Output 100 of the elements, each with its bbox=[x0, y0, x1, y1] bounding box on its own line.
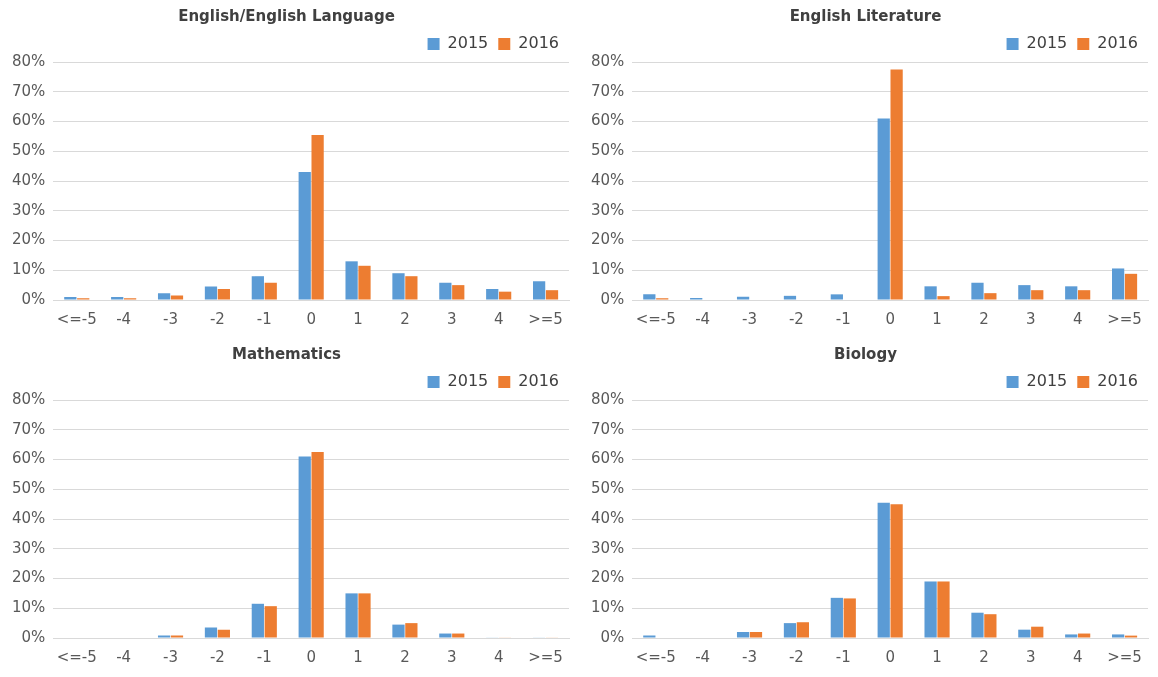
bar bbox=[204, 286, 218, 300]
x-tick-label: -1 bbox=[835, 647, 851, 666]
bar bbox=[890, 504, 903, 638]
bar bbox=[783, 295, 797, 300]
bar bbox=[796, 622, 809, 638]
y-tick-label: 40% bbox=[591, 170, 625, 189]
x-tick-label: 0 bbox=[885, 309, 895, 328]
bar bbox=[971, 282, 984, 300]
bar bbox=[204, 627, 218, 638]
y-tick-label: 60% bbox=[591, 111, 625, 130]
bar bbox=[1031, 290, 1044, 300]
x-tick-label: -2 bbox=[788, 309, 804, 328]
bar bbox=[1078, 290, 1091, 300]
y-tick-label: 0% bbox=[21, 627, 46, 646]
y-tick-label: 0% bbox=[600, 627, 625, 646]
bar bbox=[157, 293, 171, 300]
x-tick-label: <=-5 bbox=[56, 647, 97, 666]
x-tick-label: -4 bbox=[116, 309, 132, 328]
y-tick-label: 30% bbox=[591, 200, 625, 219]
bar bbox=[251, 603, 264, 638]
x-tick-label: 2 bbox=[400, 309, 410, 328]
legend-label: 2016 bbox=[518, 371, 559, 391]
x-tick-label: 4 bbox=[1072, 647, 1083, 666]
y-tick-label: 50% bbox=[12, 141, 46, 160]
x-tick-label: 1 bbox=[932, 309, 942, 328]
bar bbox=[251, 276, 264, 300]
chart-title: Biology bbox=[834, 344, 898, 363]
chart-title: Mathematics bbox=[232, 344, 342, 363]
bar bbox=[452, 633, 465, 638]
bar bbox=[971, 612, 984, 638]
x-tick-label: 4 bbox=[493, 309, 504, 328]
x-tick-label: >=5 bbox=[1107, 647, 1142, 666]
bar bbox=[984, 293, 997, 300]
y-tick-label: 30% bbox=[12, 538, 46, 557]
y-tick-label: 10% bbox=[12, 260, 46, 279]
bar bbox=[1065, 634, 1078, 638]
bar bbox=[358, 265, 371, 300]
bar bbox=[1124, 273, 1138, 300]
x-tick-label: -2 bbox=[209, 647, 225, 666]
bar bbox=[1031, 626, 1044, 638]
y-tick-label: 40% bbox=[12, 508, 46, 527]
x-tick-label: 4 bbox=[493, 647, 504, 666]
bar bbox=[783, 623, 797, 638]
x-tick-label: 2 bbox=[979, 309, 989, 328]
bar bbox=[924, 581, 937, 638]
x-tick-label: -2 bbox=[209, 309, 225, 328]
bar bbox=[830, 597, 843, 638]
y-tick-label: 0% bbox=[600, 289, 625, 308]
y-tick-label: 80% bbox=[591, 51, 625, 70]
x-tick-label: -4 bbox=[695, 647, 711, 666]
y-tick-label: 70% bbox=[591, 419, 625, 438]
bar bbox=[1111, 634, 1125, 638]
x-tick-label: <=-5 bbox=[56, 309, 97, 328]
bar bbox=[217, 288, 230, 300]
x-tick-label: 1 bbox=[932, 647, 942, 666]
x-tick-label: 3 bbox=[1026, 647, 1036, 666]
y-tick-label: 10% bbox=[591, 598, 625, 617]
bar bbox=[298, 456, 311, 638]
bar bbox=[264, 606, 277, 638]
x-tick-label: 4 bbox=[1072, 309, 1083, 328]
x-tick-label: -4 bbox=[695, 309, 711, 328]
bar bbox=[877, 502, 890, 638]
y-tick-label: 20% bbox=[591, 230, 625, 249]
x-tick-label: >=5 bbox=[1107, 309, 1142, 328]
bar bbox=[298, 172, 311, 300]
legend-label: 2016 bbox=[518, 33, 559, 53]
y-tick-label: 20% bbox=[12, 568, 46, 587]
x-tick-label: <=-5 bbox=[635, 309, 676, 328]
x-tick-label: 0 bbox=[306, 647, 316, 666]
bar bbox=[924, 286, 937, 300]
x-tick-label: -3 bbox=[742, 309, 758, 328]
y-tick-label: 70% bbox=[12, 81, 46, 100]
y-tick-label: 40% bbox=[12, 170, 46, 189]
bar bbox=[545, 290, 559, 300]
legend-label: 2015 bbox=[447, 33, 489, 53]
bar bbox=[843, 598, 856, 638]
x-tick-label: -3 bbox=[163, 647, 179, 666]
bar bbox=[392, 624, 405, 638]
x-tick-label: -1 bbox=[256, 647, 272, 666]
y-tick-label: 80% bbox=[12, 389, 46, 408]
bar bbox=[311, 134, 324, 300]
bar bbox=[392, 273, 405, 300]
y-tick-label: 60% bbox=[12, 449, 46, 468]
x-tick-label: 0 bbox=[306, 309, 316, 328]
bar bbox=[736, 296, 750, 300]
bar bbox=[1018, 629, 1031, 638]
x-tick-label: <=-5 bbox=[635, 647, 676, 666]
x-tick-label: -2 bbox=[788, 647, 804, 666]
bar bbox=[64, 297, 77, 300]
x-tick-label: 1 bbox=[353, 309, 363, 328]
bar bbox=[264, 282, 277, 300]
bar bbox=[1111, 268, 1125, 300]
y-tick-label: 30% bbox=[591, 538, 625, 557]
x-tick-label: 3 bbox=[447, 647, 457, 666]
x-tick-label: >=5 bbox=[528, 309, 563, 328]
x-tick-label: -1 bbox=[256, 309, 272, 328]
y-tick-label: 10% bbox=[591, 260, 625, 279]
bar bbox=[311, 452, 324, 638]
y-tick-label: 50% bbox=[591, 141, 625, 160]
bar bbox=[890, 69, 903, 300]
